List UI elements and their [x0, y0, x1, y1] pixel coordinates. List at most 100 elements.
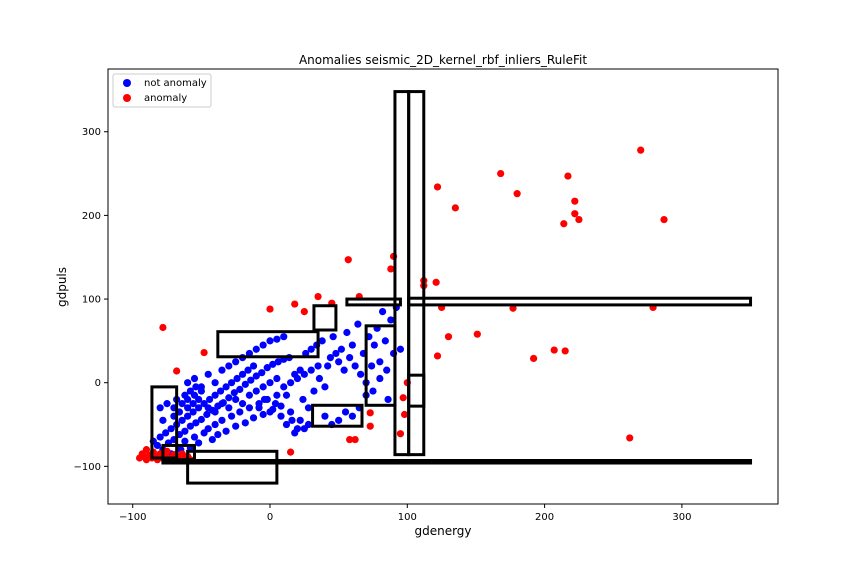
data-point-not-anomaly-41: [263, 364, 271, 372]
x-tick-label--100: −100: [119, 512, 146, 523]
data-point-not-anomaly-159: [314, 362, 322, 370]
y-axis-title: gdpuls: [55, 267, 69, 307]
data-point-not-anomaly-67: [335, 358, 343, 366]
data-point-not-anomaly-1: [153, 441, 162, 450]
data-point-not-anomaly-155: [287, 379, 295, 387]
data-point-anomaly-61: [366, 409, 374, 417]
data-point-anomaly-44: [560, 220, 568, 228]
data-point-not-anomaly-177: [369, 387, 377, 395]
data-point-not-anomaly-128: [204, 370, 212, 378]
data-point-not-anomaly-90: [156, 404, 164, 412]
y-tick-label-300: 300: [82, 127, 101, 138]
data-point-not-anomaly-179: [383, 366, 391, 374]
data-point-anomaly-31: [344, 256, 352, 264]
legend-label-anomaly: anomaly: [144, 93, 187, 104]
rule-rectangle-5: [311, 403, 364, 428]
data-point-not-anomaly-166: [186, 387, 194, 395]
data-point-not-anomaly-35: [247, 376, 255, 384]
data-point-anomaly-53: [530, 354, 538, 363]
data-point-not-anomaly-44: [271, 400, 280, 408]
data-point-not-anomaly-91: [159, 416, 167, 424]
data-point-not-anomaly-109: [236, 408, 244, 416]
data-point-not-anomaly-2: [156, 433, 164, 441]
data-point-not-anomaly-34: [244, 366, 252, 374]
data-point-not-anomaly-13: [186, 422, 194, 430]
data-point-not-anomaly-120: [287, 408, 295, 416]
data-point-not-anomaly-74: [354, 320, 362, 328]
data-point-not-anomaly-130: [218, 366, 226, 374]
data-point-anomaly-46: [637, 146, 645, 154]
data-point-not-anomaly-121: [291, 429, 299, 437]
data-point-not-anomaly-61: [318, 337, 326, 345]
data-point-not-anomaly-43: [269, 360, 277, 368]
data-point-not-anomaly-125: [184, 379, 192, 387]
rule-rectangle-6: [345, 297, 402, 307]
legend-label-not-anomaly: not anomaly: [144, 78, 207, 89]
data-point-not-anomaly-105: [218, 416, 226, 424]
data-point-not-anomaly-134: [245, 349, 254, 358]
data-point-not-anomaly-92: [163, 400, 171, 408]
rule-rectangle-10: [407, 373, 426, 408]
data-point-not-anomaly-28: [227, 379, 236, 387]
data-point-not-anomaly-75: [357, 370, 365, 378]
data-point-not-anomaly-63: [324, 362, 332, 370]
data-point-not-anomaly-65: [329, 333, 337, 341]
data-point-not-anomaly-124: [304, 420, 313, 429]
x-tick-label-100: 100: [398, 512, 417, 523]
data-point-not-anomaly-145: [218, 400, 226, 408]
data-point-not-anomaly-104: [214, 430, 222, 439]
data-point-anomaly-25: [266, 305, 274, 313]
data-point-not-anomaly-69: [340, 366, 348, 374]
rule-rectangle-4: [312, 304, 338, 332]
data-point-anomaly-51: [444, 333, 453, 341]
data-point-not-anomaly-30: [233, 374, 241, 383]
y-tick-label-0: 0: [95, 378, 101, 389]
data-point-not-anomaly-24: [216, 387, 225, 395]
y-tick-label-200: 200: [82, 211, 101, 222]
data-point-not-anomaly-96: [181, 437, 189, 445]
data-point-anomaly-65: [287, 448, 295, 456]
data-point-not-anomaly-114: [259, 410, 267, 419]
data-point-not-anomaly-173: [341, 408, 350, 416]
data-point-not-anomaly-46: [277, 412, 285, 420]
data-point-not-anomaly-150: [252, 387, 260, 395]
data-point-anomaly-54: [550, 346, 558, 354]
data-point-not-anomaly-132: [232, 358, 240, 366]
data-point-anomaly-28: [314, 292, 322, 301]
data-point-not-anomaly-19: [203, 410, 211, 419]
data-point-not-anomaly-20: [205, 395, 214, 404]
rule-rectangle-12: [161, 459, 753, 465]
data-point-not-anomaly-113: [255, 400, 263, 408]
axes-frame: [107, 68, 779, 505]
data-point-not-anomaly-149: [245, 391, 254, 399]
data-point-not-anomaly-99: [195, 439, 203, 447]
data-point-not-anomaly-60: [315, 374, 324, 383]
data-point-not-anomaly-174: [348, 412, 356, 420]
legend-marker-anomaly: [123, 94, 131, 102]
data-point-not-anomaly-107: [227, 412, 236, 420]
data-point-anomaly-59: [400, 410, 409, 419]
data-point-not-anomaly-36: [249, 362, 258, 370]
data-point-anomaly-41: [564, 172, 572, 180]
data-point-anomaly-38: [451, 204, 459, 212]
data-point-anomaly-62: [366, 422, 374, 430]
data-point-not-anomaly-32: [238, 370, 247, 378]
legend-box: [112, 73, 212, 108]
data-point-anomaly-40: [513, 190, 521, 198]
data-point-not-anomaly-33: [241, 380, 249, 388]
data-point-not-anomaly-66: [332, 349, 340, 358]
data-point-not-anomaly-101: [204, 425, 212, 433]
y-axis: −100 0 100 200 300: [74, 127, 108, 473]
rule-rectangle-3: [216, 330, 320, 359]
data-point-not-anomaly-158: [307, 366, 315, 374]
data-point-not-anomaly-64: [326, 354, 335, 362]
data-point-not-anomaly-154: [280, 383, 288, 391]
data-point-not-anomaly-129: [211, 379, 219, 387]
data-point-not-anomaly-103: [211, 420, 219, 429]
data-point-anomaly-37: [433, 183, 442, 191]
data-point-not-anomaly-172: [335, 416, 343, 424]
data-point-not-anomaly-54: [299, 395, 307, 404]
data-point-not-anomaly-68: [337, 345, 346, 353]
data-point-not-anomaly-55: [302, 349, 310, 358]
